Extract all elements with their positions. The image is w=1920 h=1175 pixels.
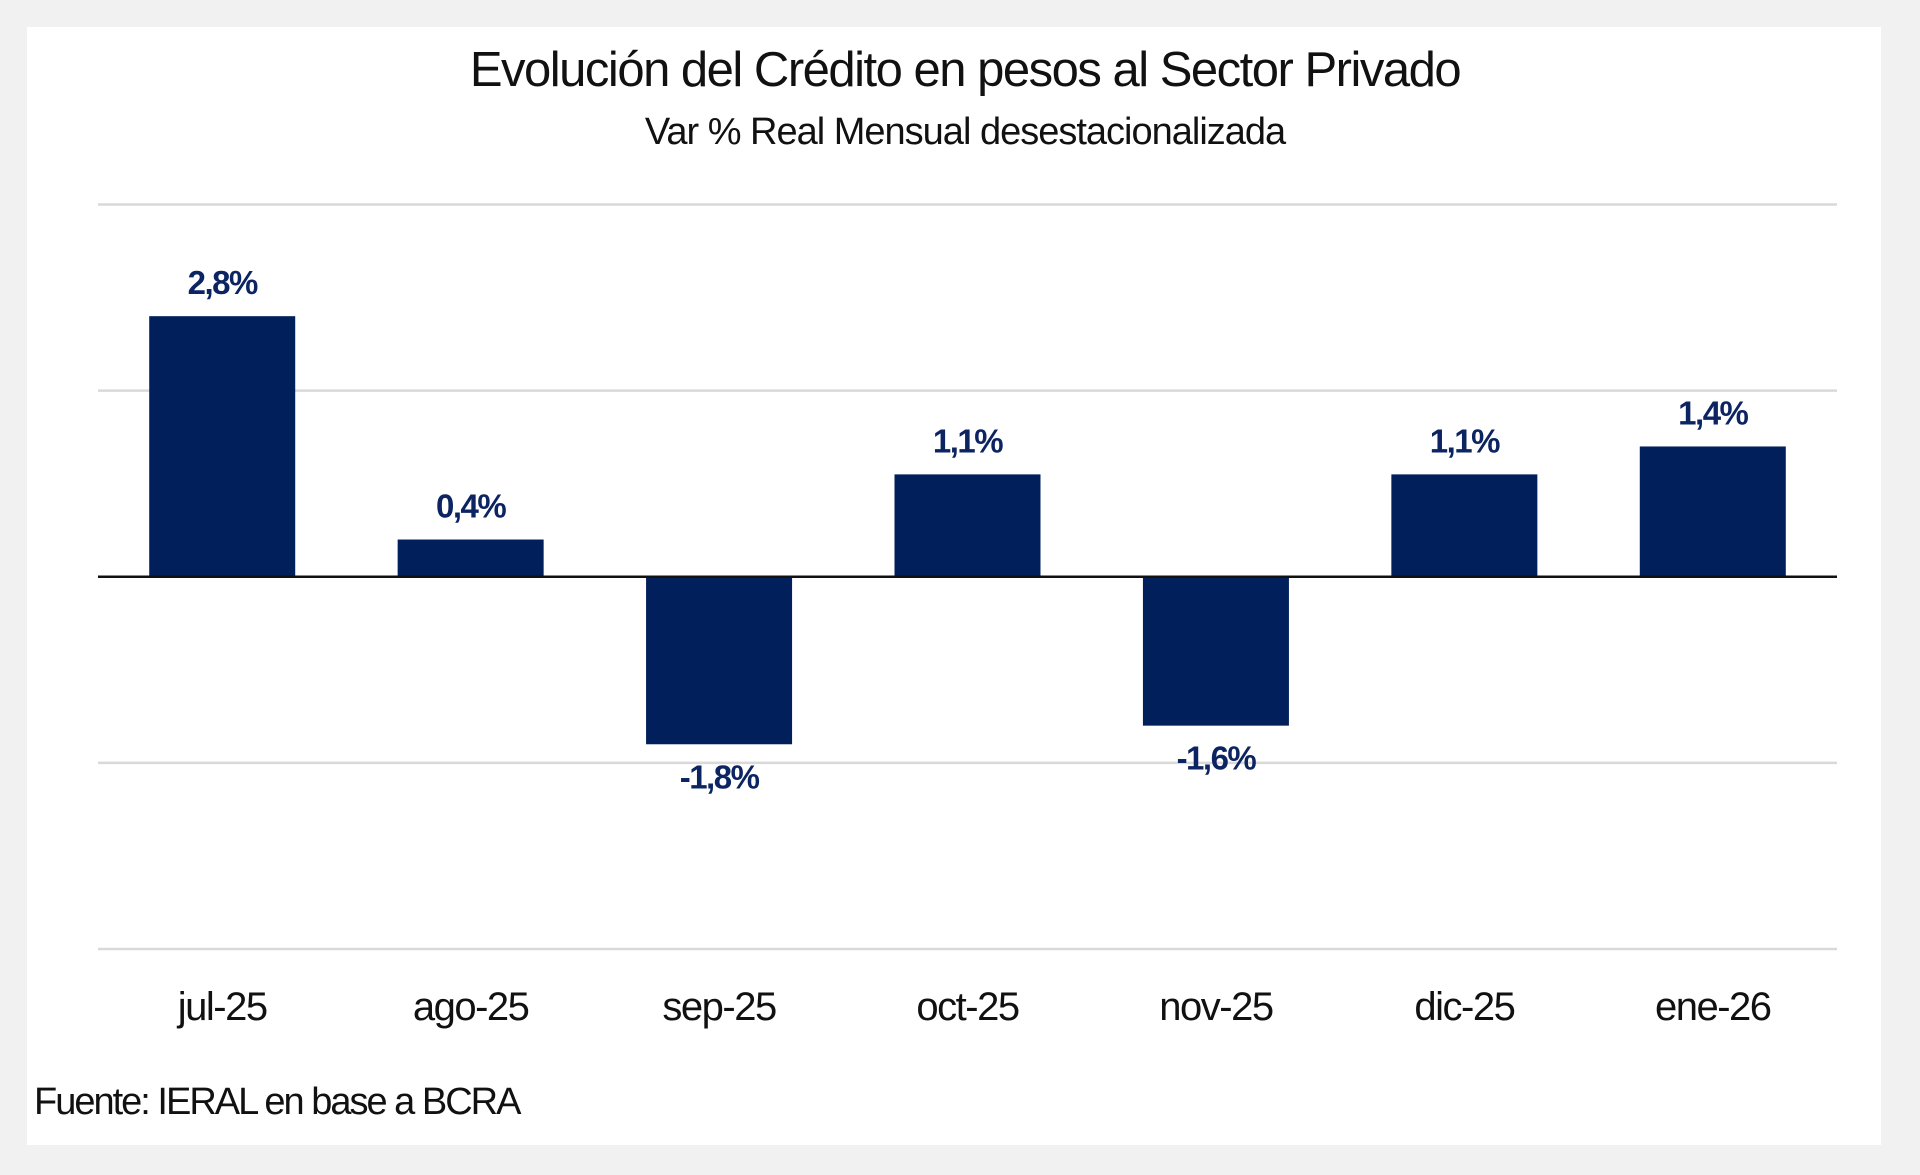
x-tick-label: dic-25 bbox=[1414, 985, 1514, 1029]
data-label: 0,4% bbox=[436, 488, 506, 525]
bar-oct-25 bbox=[894, 474, 1041, 577]
data-label: 1,4% bbox=[1678, 394, 1748, 431]
x-tick-label: ene-26 bbox=[1655, 985, 1771, 1029]
bar-sep-25 bbox=[646, 576, 793, 745]
bar-ene-26 bbox=[1639, 446, 1786, 577]
bar-nov-25 bbox=[1142, 576, 1289, 726]
x-tick-label: sep-25 bbox=[662, 985, 776, 1029]
x-tick-label: jul-25 bbox=[177, 985, 267, 1029]
chart-title: Evolución del Crédito en pesos al Sector… bbox=[470, 43, 1461, 97]
source-note: Fuente: IERAL en base a BCRA bbox=[34, 1081, 522, 1123]
x-tick-label: ago-25 bbox=[413, 985, 529, 1029]
chart-card bbox=[27, 27, 1881, 1145]
data-label: 2,8% bbox=[188, 264, 258, 301]
data-label: -1,6% bbox=[1177, 740, 1257, 777]
chart-subtitle: Var % Real Mensual desestacionalizada bbox=[645, 111, 1287, 153]
x-tick-label: oct-25 bbox=[916, 985, 1018, 1029]
data-label: -1,8% bbox=[680, 758, 760, 795]
bar-dic-25 bbox=[1391, 474, 1538, 577]
data-label: 1,1% bbox=[1430, 422, 1500, 459]
data-label: 1,1% bbox=[933, 422, 1003, 459]
x-tick-label: nov-25 bbox=[1159, 985, 1273, 1029]
bar-jul-25 bbox=[149, 316, 296, 577]
bar-ago-25 bbox=[397, 539, 544, 577]
